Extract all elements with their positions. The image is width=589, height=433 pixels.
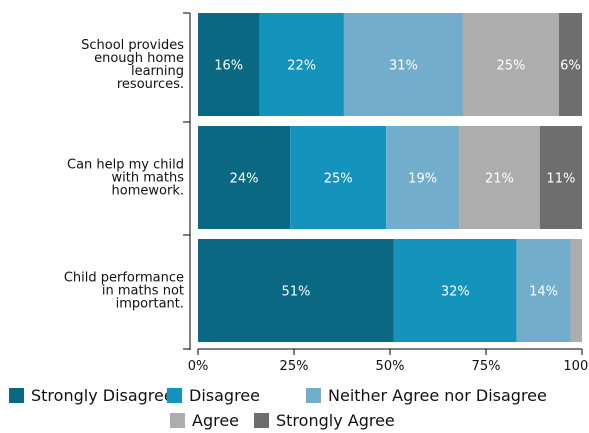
legend: Strongly Disagree Disagree Neither Agree n… [9, 386, 547, 430]
bar-segment [198, 239, 394, 342]
bar-segment [462, 13, 559, 116]
legend-label: Disagree [189, 386, 260, 405]
legend-label: Neither Agree nor Disagree [328, 386, 547, 405]
bar-segment [558, 13, 582, 116]
bar-segment [516, 239, 571, 342]
bar-segment [259, 13, 344, 116]
x-tick-label: 50% [376, 359, 405, 374]
legend-swatch [306, 388, 321, 403]
bar-value-label: 25% [497, 59, 526, 74]
bar-segment [386, 126, 460, 229]
bar-value-label: 22% [287, 59, 316, 74]
bar-value-label: 21% [485, 172, 514, 187]
bar-segment [459, 126, 540, 229]
bar-segment [539, 126, 582, 229]
bar-value-label: 32% [441, 285, 470, 300]
x-tick-label: 100% [563, 359, 589, 374]
legend-swatch [9, 388, 24, 403]
bar-segment [290, 126, 387, 229]
category-labels: School provides enough home learning resour… [64, 38, 184, 312]
legend-label: Strongly Disagree [31, 386, 174, 405]
bar-value-label: 6% [560, 59, 581, 74]
bar-value-label: 11% [546, 172, 575, 187]
x-tick-label: 25% [280, 359, 309, 374]
bar-value-label: 51% [281, 285, 310, 300]
bar-labels-layer: 16% 22% 31% 25% 6% 24% 25% 19% 21% 11% 51% 32% 14% [214, 59, 581, 300]
bar-segment [570, 239, 582, 342]
legend-label: Agree [192, 411, 239, 430]
legend-swatch [167, 388, 182, 403]
category-label: School provides enough home learning resour… [81, 38, 184, 92]
bar-segment [393, 239, 517, 342]
bar-segment [343, 13, 463, 116]
bar-segment [198, 13, 260, 116]
x-tick-label: 75% [472, 359, 501, 374]
legend-swatch [254, 413, 269, 428]
bar-value-label: 25% [324, 172, 353, 187]
legend-swatch [170, 413, 185, 428]
bar-value-label: 24% [230, 172, 259, 187]
bar-value-label: 16% [214, 59, 243, 74]
axes: 0% 25% 50% 75% 100% [183, 12, 589, 374]
bar-value-label: 19% [408, 172, 437, 187]
category-label: Child performance in maths not important. [64, 271, 184, 312]
bar-segment [198, 126, 291, 229]
bar-value-label: 31% [389, 59, 418, 74]
x-tick-label: 0% [188, 359, 209, 374]
bar-value-label: 14% [529, 285, 558, 300]
category-label: Can help my child with maths homework. [67, 158, 184, 199]
legend-label: Strongly Agree [276, 411, 395, 430]
bars-layer [198, 13, 582, 342]
